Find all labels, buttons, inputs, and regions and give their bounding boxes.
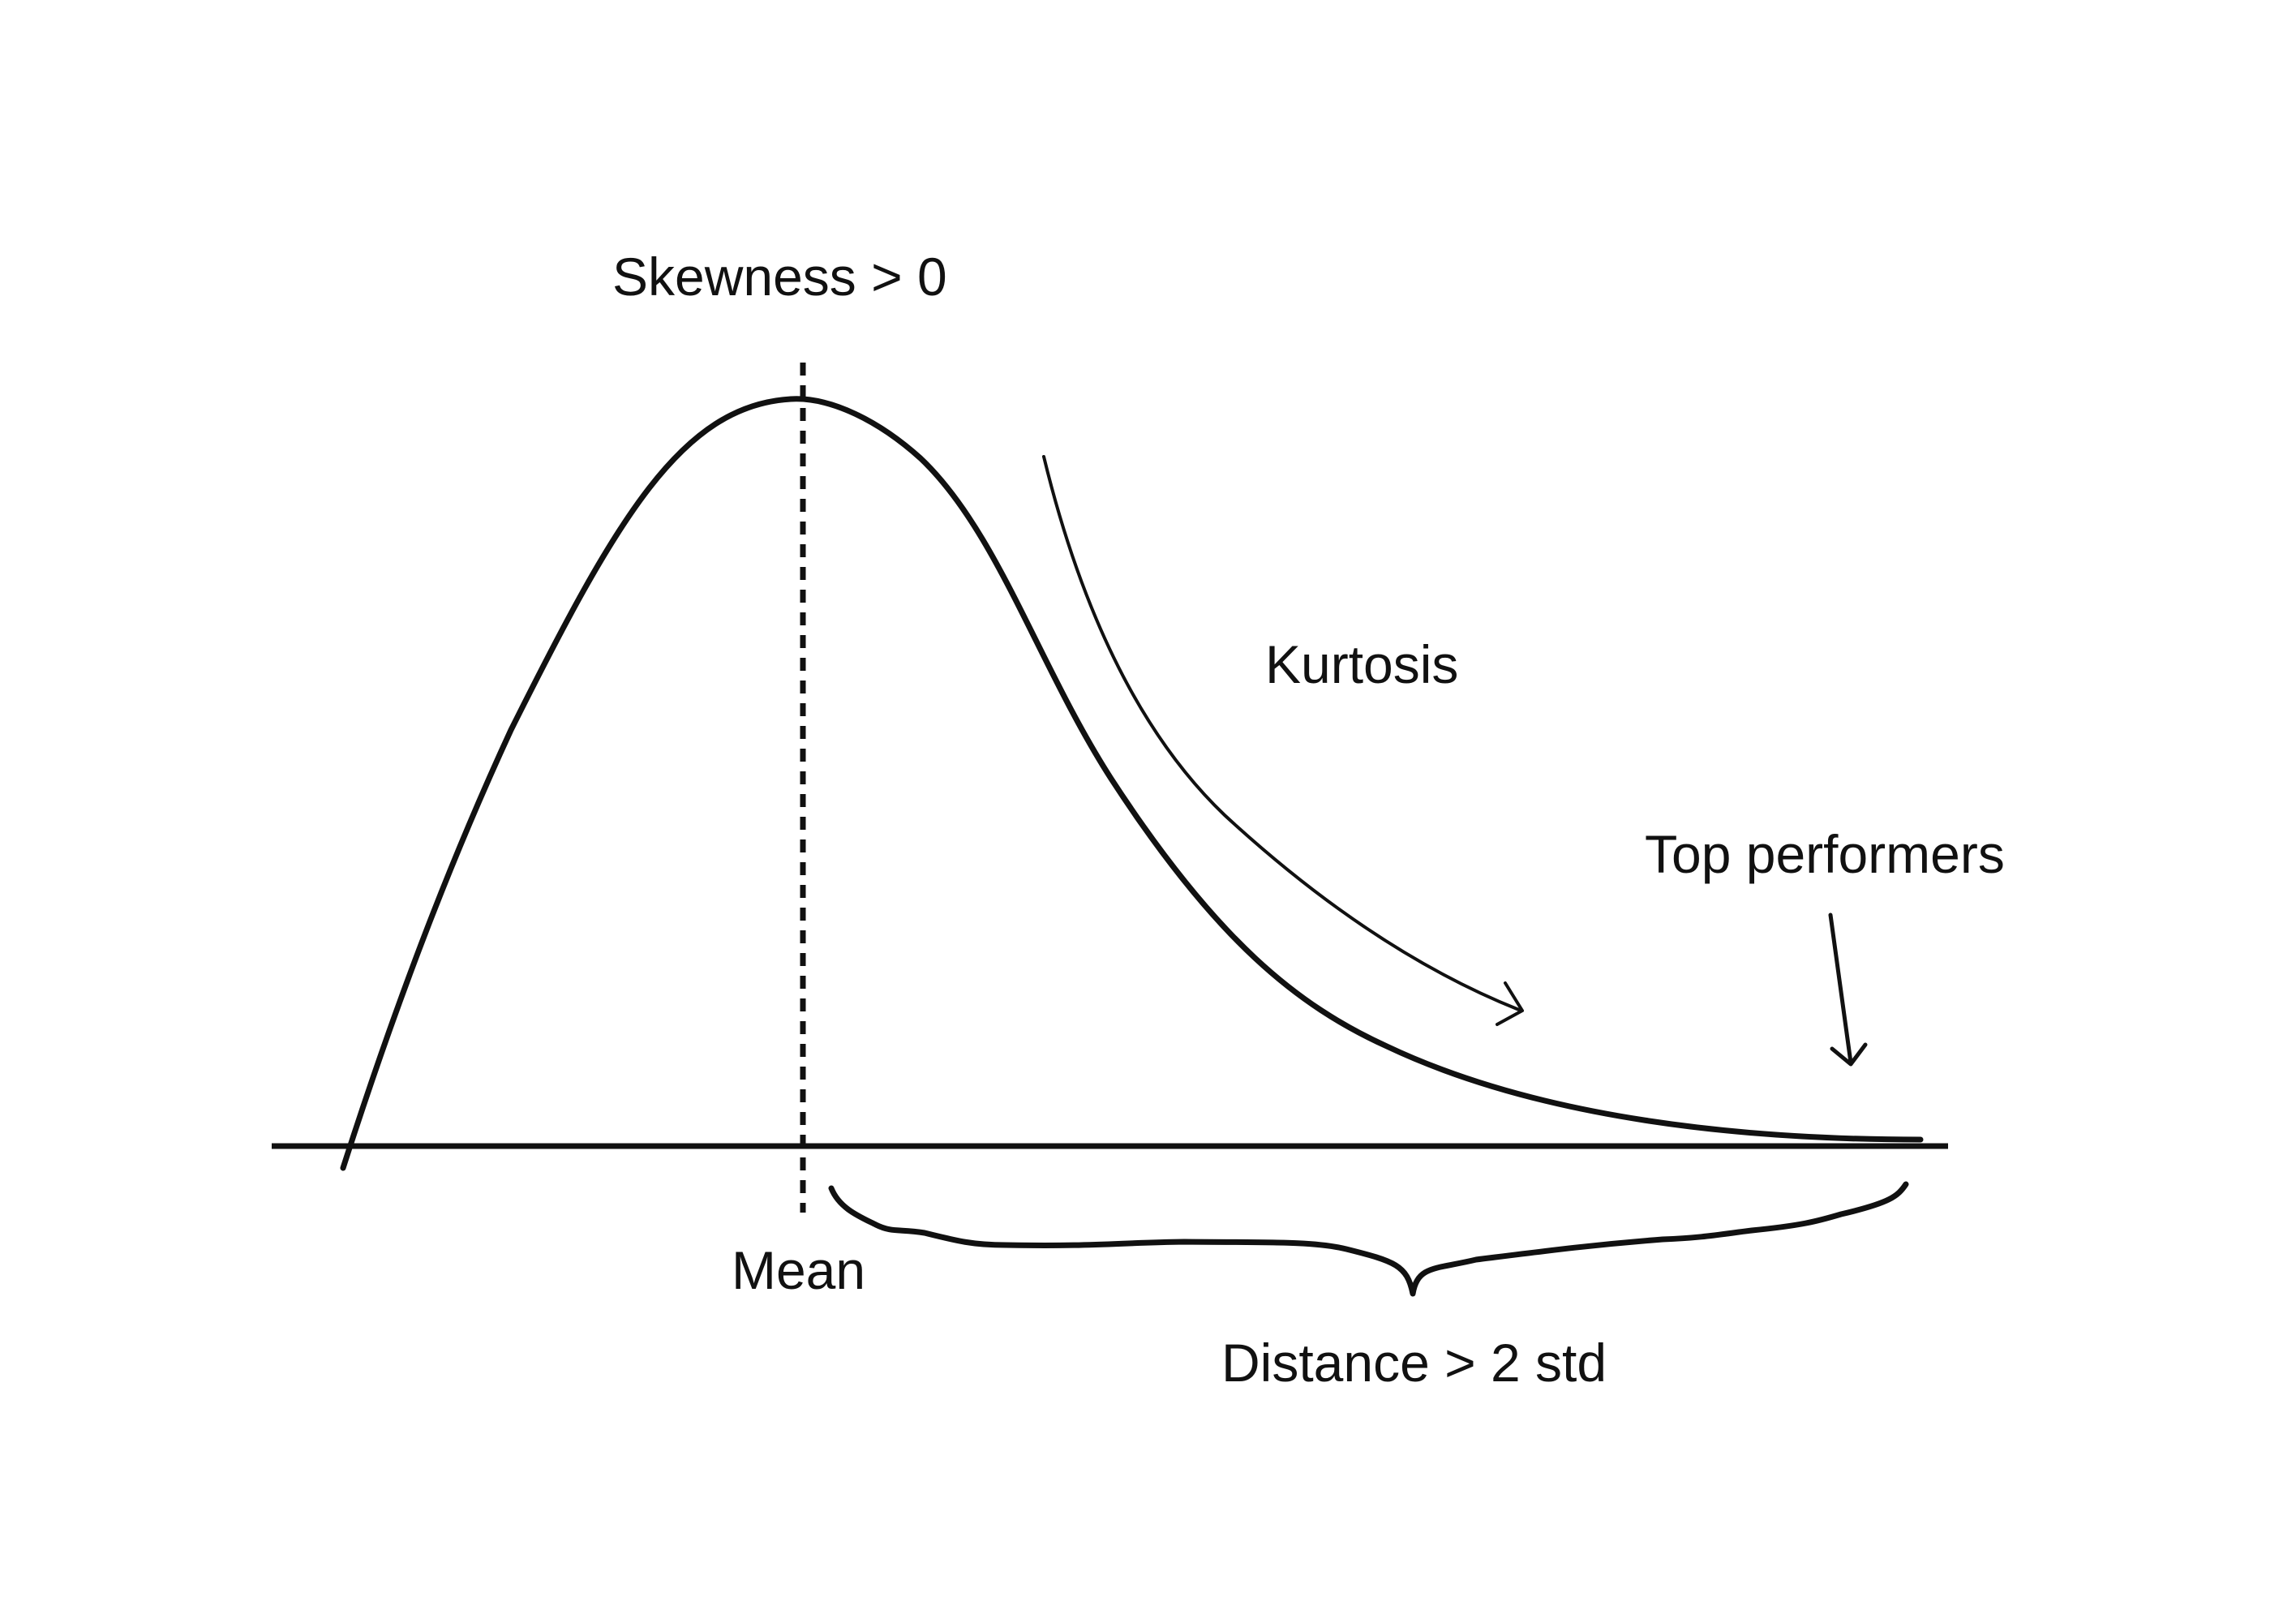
distribution-curve [340,396,1924,1171]
kurtosis-label: Kurtosis [1265,634,1459,694]
top-performers-arrow [1828,912,1853,1065]
kurtosis-arrow [1042,455,1521,1011]
distance-label: Distance > 2 std [1221,1333,1607,1393]
mean-label: Mean [732,1240,866,1300]
skewness-label: Skewness > 0 [612,247,947,307]
distance-curly-brace [828,1181,1909,1297]
kurtosis-arrowhead-icon [1496,981,1524,1026]
top-performers-arrowhead-icon [1830,1042,1868,1067]
top-performers-label: Top performers [1645,824,2005,884]
